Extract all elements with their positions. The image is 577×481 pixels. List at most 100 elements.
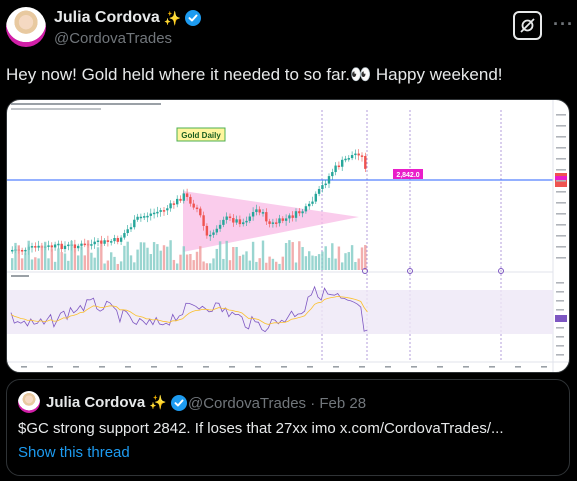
candle	[90, 244, 93, 246]
author-handle[interactable]: @CordovaTrades	[54, 30, 173, 47]
author-avatar[interactable]	[6, 7, 46, 47]
volume-bar	[44, 241, 47, 270]
volume-bar	[308, 251, 311, 270]
volume-bar	[265, 262, 268, 270]
candle	[251, 212, 255, 217]
volume-bar	[30, 259, 34, 270]
verified-badge-icon	[185, 10, 202, 26]
time-axis-tick	[47, 366, 53, 368]
grok-icon[interactable]	[513, 11, 542, 40]
volume-bar	[93, 257, 96, 270]
chart-header-subline	[11, 108, 101, 110]
candle	[63, 245, 67, 250]
rsi-line	[10, 285, 368, 333]
price-axis-tick	[556, 246, 566, 248]
candle	[245, 220, 248, 223]
chart-image[interactable]: Gold Daily 2,842.0	[6, 99, 570, 373]
candle	[301, 211, 304, 214]
volume-bar	[275, 261, 278, 270]
volume-bar	[27, 240, 30, 270]
quoted-handle-date: @CordovaTrades · Feb 28	[188, 395, 367, 412]
volume-bar	[11, 258, 14, 270]
candle	[169, 203, 172, 209]
volume-bar	[172, 259, 176, 270]
volume-bar	[364, 245, 367, 270]
volume-bar	[350, 245, 354, 270]
time-axis-tick	[151, 366, 157, 368]
price-axis-tick	[556, 158, 566, 160]
author-name-row[interactable]: Julia Cordova ✨	[54, 9, 202, 27]
volume-bar	[86, 240, 90, 270]
more-options-icon[interactable]: ···	[553, 14, 574, 34]
price-axis-tick	[556, 257, 566, 259]
volume-bar	[24, 252, 27, 270]
candle	[344, 158, 347, 161]
candle	[172, 203, 176, 205]
price-axis-tick	[556, 235, 566, 237]
volume-bar	[37, 258, 40, 270]
candle	[258, 209, 261, 213]
candle	[77, 245, 80, 249]
volume-bar	[278, 263, 281, 270]
rsi-axis-tag	[555, 315, 567, 322]
volume-bar	[179, 254, 182, 270]
volume-bar	[268, 256, 271, 270]
candle	[275, 222, 278, 224]
show-thread-link[interactable]: Show this thread	[18, 444, 130, 461]
volume-bar	[199, 246, 202, 270]
candle	[235, 219, 238, 223]
quoted-author-avatar	[18, 391, 40, 413]
quoted-author-name-row: Julia Cordova ✨	[46, 394, 187, 411]
candle	[110, 241, 113, 243]
candle	[185, 193, 189, 197]
author-name[interactable]: Julia Cordova	[54, 9, 160, 26]
volume-bar	[284, 243, 288, 270]
volume-bar	[103, 263, 106, 270]
candle	[93, 241, 96, 245]
volume-bar	[123, 245, 126, 270]
volume-bar	[116, 263, 119, 270]
volume-bar	[169, 240, 172, 270]
candle	[331, 172, 334, 177]
candle	[291, 215, 294, 218]
sparkle-icon: ✨	[149, 394, 167, 410]
volume-bar	[291, 242, 294, 270]
quoted-tweet-text: $GC strong support 2842. If loses that 2…	[18, 420, 504, 437]
volume-bar	[242, 254, 245, 270]
quoted-author-name: Julia Cordova	[46, 394, 146, 411]
gold-daily-chart: Gold Daily 2,842.0	[7, 100, 569, 372]
volume-bar	[152, 242, 156, 270]
volume-bar	[110, 252, 113, 270]
volume-bar	[17, 245, 20, 270]
time-axis-tick	[307, 366, 313, 368]
volume-bar	[209, 263, 212, 270]
candle	[146, 215, 149, 218]
price-axis-tick	[556, 125, 566, 127]
candle	[284, 218, 288, 221]
candle	[30, 246, 34, 248]
volume-bar	[149, 254, 152, 270]
candle	[152, 212, 156, 215]
candle	[202, 215, 205, 226]
volume-bar	[304, 256, 308, 270]
volume-bar	[225, 240, 228, 270]
candle	[255, 209, 258, 213]
volume-bar	[327, 257, 331, 270]
candle	[321, 185, 324, 189]
candle	[288, 215, 291, 219]
rsi-axis-tick	[556, 345, 564, 347]
volume-bar	[301, 247, 304, 270]
volume-bar	[73, 248, 77, 270]
time-axis-tick	[21, 366, 27, 368]
time-axis-tick	[125, 366, 131, 368]
rsi-band	[7, 290, 553, 334]
price-axis-tick	[556, 191, 566, 193]
candle	[116, 238, 119, 242]
rsi-signal-line	[10, 295, 368, 325]
volume-bar	[261, 240, 265, 270]
price-axis-tick	[556, 169, 566, 171]
verified-badge-icon	[170, 394, 187, 411]
candle	[350, 155, 354, 159]
volume-bar	[90, 252, 93, 270]
quoted-tweet-card[interactable]	[6, 379, 570, 476]
